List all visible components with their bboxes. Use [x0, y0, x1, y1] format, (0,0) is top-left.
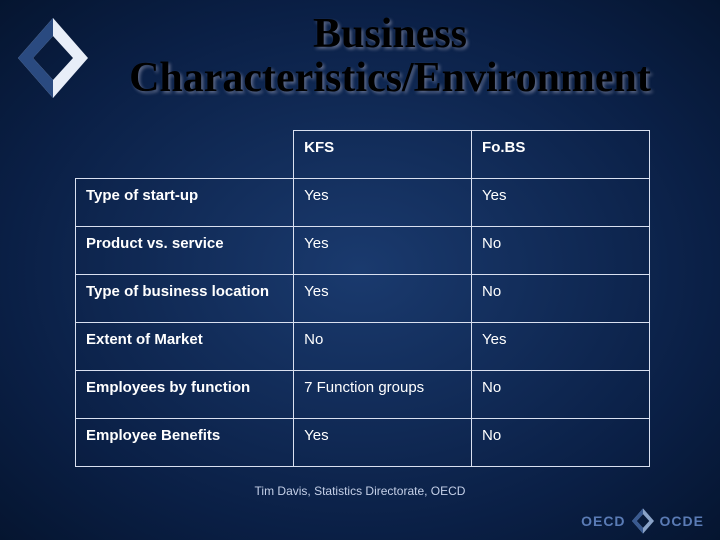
comparison-table: KFS Fo.BS Type of start-up Yes Yes Produ… [75, 130, 650, 467]
cell: Yes [294, 179, 472, 227]
slide-title: Business Characteristics/Environment [80, 12, 700, 100]
table-header-blank [76, 131, 294, 179]
table-header-fobs: Fo.BS [472, 131, 650, 179]
row-label: Type of start-up [76, 179, 294, 227]
row-label: Employees by function [76, 371, 294, 419]
row-label: Type of business location [76, 275, 294, 323]
row-label: Product vs. service [76, 227, 294, 275]
cell: Yes [472, 323, 650, 371]
row-label: Extent of Market [76, 323, 294, 371]
cell: No [472, 371, 650, 419]
oecd-chevron-logo [18, 18, 88, 98]
cell: No [294, 323, 472, 371]
footer-logos: OECD OCDE [581, 508, 704, 534]
table-row: Type of business location Yes No [76, 275, 650, 323]
cell: Yes [294, 227, 472, 275]
row-label: Employee Benefits [76, 419, 294, 467]
table-row: Type of start-up Yes Yes [76, 179, 650, 227]
cell: No [472, 275, 650, 323]
cell: No [472, 419, 650, 467]
cell: Yes [294, 419, 472, 467]
table-row: Product vs. service Yes No [76, 227, 650, 275]
footer-oecd-text: OECD [581, 513, 625, 529]
footer-ocde-text: OCDE [660, 513, 704, 529]
table-header-row: KFS Fo.BS [76, 131, 650, 179]
table-row: Employees by function 7 Function groups … [76, 371, 650, 419]
table-row: Employee Benefits Yes No [76, 419, 650, 467]
cell: 7 Function groups [294, 371, 472, 419]
cell: Yes [472, 179, 650, 227]
footer-credit: Tim Davis, Statistics Directorate, OECD [0, 484, 720, 498]
oecd-chevron-icon [632, 508, 654, 534]
slide: Business Characteristics/Environment KFS… [0, 0, 720, 540]
cell: No [472, 227, 650, 275]
cell: Yes [294, 275, 472, 323]
table-header-kfs: KFS [294, 131, 472, 179]
table-row: Extent of Market No Yes [76, 323, 650, 371]
